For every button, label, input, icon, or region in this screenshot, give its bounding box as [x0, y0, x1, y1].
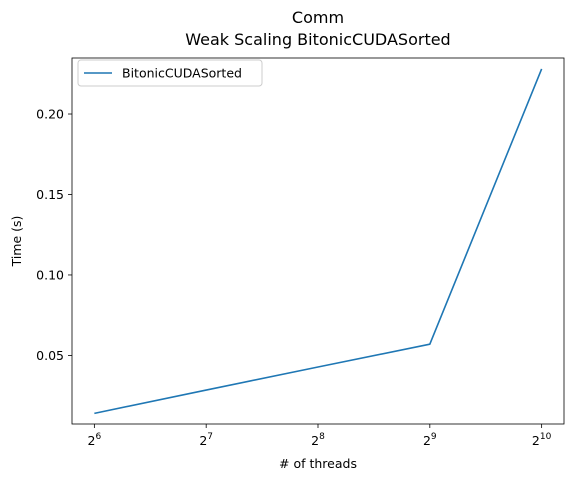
x-axis-ticks: 26 27 28 29 210 — [88, 424, 552, 448]
y-tick-label: 0.05 — [36, 348, 64, 363]
plot-frame — [71, 57, 565, 425]
chart-title: Comm — [292, 8, 344, 27]
x-tick-label: 26 — [88, 432, 102, 448]
legend: BitonicCUDASorted — [77, 59, 263, 87]
x-tick-label: 27 — [199, 432, 213, 448]
data-layer — [94, 68, 543, 415]
y-tick-label: 0.10 — [36, 267, 64, 282]
legend-label: BitonicCUDASorted — [122, 66, 242, 81]
x-tick-label: 29 — [423, 432, 437, 448]
x-tick-label: 28 — [311, 432, 325, 448]
x-axis-label: # of threads — [279, 456, 357, 471]
y-axis-label: Time (s) — [9, 216, 24, 268]
y-tick-label: 0.15 — [36, 187, 64, 202]
series-line-0 — [94, 68, 543, 415]
chart-subtitle: Weak Scaling BitonicCUDASorted — [185, 30, 450, 49]
y-tick-label: 0.20 — [36, 107, 64, 122]
y-axis-ticks: 0.05 0.10 0.15 0.20 — [36, 107, 72, 363]
plot-area — [72, 58, 564, 424]
x-tick-label: 210 — [532, 432, 552, 448]
legend-box — [77, 59, 263, 87]
